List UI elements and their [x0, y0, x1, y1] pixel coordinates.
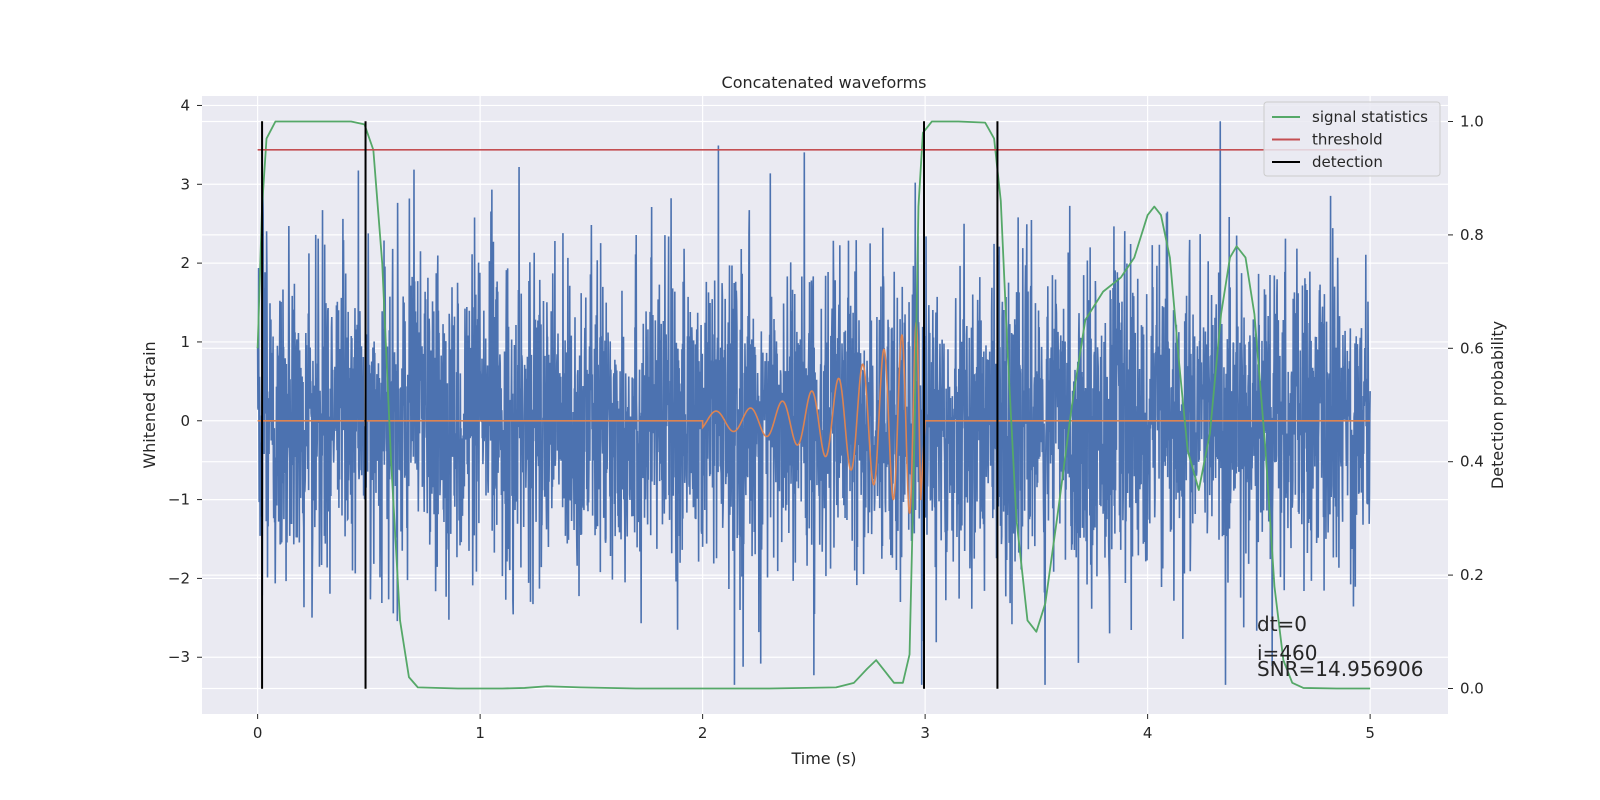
- legend-label: signal statistics: [1312, 108, 1428, 126]
- x-tick-label: 4: [1143, 724, 1153, 742]
- y-tick-label: 3: [180, 175, 190, 193]
- series-layer: [256, 120, 1371, 690]
- chart-title: Concatenated waveforms: [722, 73, 927, 92]
- y2-tick-label: 0.0: [1460, 679, 1484, 697]
- series-chirp-template: [257, 321, 1371, 515]
- y2-tick-label: 1.0: [1460, 113, 1484, 131]
- x-tick-label: 1: [475, 724, 485, 742]
- x-tick-label: 3: [920, 724, 930, 742]
- legend-label: threshold: [1312, 131, 1383, 149]
- y-tick-label: 2: [180, 254, 190, 272]
- y-tick-label: −3: [168, 648, 190, 666]
- y2-tick-label: 0.4: [1460, 453, 1484, 471]
- y-tick-label: 1: [180, 333, 190, 351]
- annotations: dt=0 i=460 SNR=14.956906: [1257, 612, 1423, 681]
- x-tick-label: 2: [698, 724, 708, 742]
- x-tick-label: 0: [253, 724, 263, 742]
- series-signal-statistics: [256, 120, 1371, 690]
- y-tick-label: −1: [168, 491, 190, 509]
- annotation-index: i=460: [1257, 641, 1318, 665]
- x-axis-label: Time (s): [790, 749, 856, 768]
- legend-box: [1263, 101, 1441, 177]
- y-tick-label: −2: [168, 569, 190, 587]
- annotation-snr: SNR=14.956906: [1257, 657, 1423, 681]
- y2-tick-label: 0.2: [1460, 566, 1484, 584]
- y-axis-label: Whitened strain: [140, 341, 159, 468]
- y-tick-label: 0: [180, 412, 190, 430]
- y2-axis-label: Detection probability: [1488, 321, 1507, 489]
- y2-tick-label: 0.6: [1460, 339, 1484, 357]
- axes: 0 1 2 3 4 5 −3 −2 −1 0 1 2 3 4 0.0 0.2 0.4 0.6 0.8 1.0: [168, 96, 1484, 742]
- y-tick-label: 4: [180, 96, 190, 114]
- legend-label: detection: [1312, 153, 1383, 171]
- legend: signal statistics threshold detection: [1263, 101, 1441, 177]
- annotation-dt: dt=0: [1257, 612, 1307, 636]
- y2-tick-label: 0.8: [1460, 226, 1484, 244]
- x-tick-label: 5: [1365, 724, 1375, 742]
- series-strain-noise: [256, 121, 1371, 685]
